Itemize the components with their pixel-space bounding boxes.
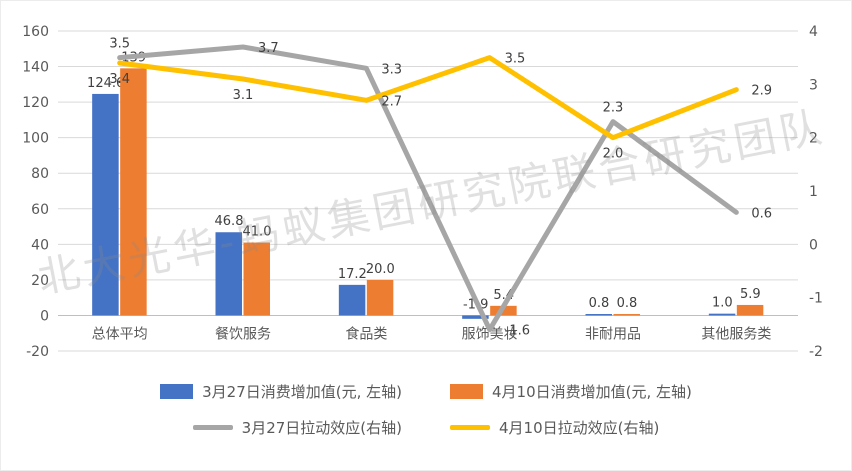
line-series bbox=[117, 44, 739, 333]
right-axis-tick: 3 bbox=[809, 77, 818, 93]
legend-label-apr10-line: 4月10日拉动效应(右轴) bbox=[499, 419, 660, 437]
bar-data-label: 46.8 bbox=[215, 214, 244, 229]
bar-data-label: 1.0 bbox=[712, 296, 733, 311]
bar-data-label: 5.9 bbox=[740, 287, 761, 302]
left-axis-tick: 0 bbox=[40, 308, 49, 324]
category-label: 其他服务类 bbox=[701, 326, 771, 342]
bar bbox=[736, 304, 764, 316]
left-axis-tick: 160 bbox=[22, 24, 49, 40]
legend-row-bars: 3月27日消费增加值(元, 左轴) 4月10日消费增加值(元, 左轴) bbox=[160, 381, 692, 402]
line-data-label: -1.6 bbox=[505, 324, 530, 339]
right-axis-tick: -2 bbox=[809, 344, 823, 360]
line-data-label: 0.6 bbox=[751, 206, 772, 221]
category-label: 餐饮服务 bbox=[215, 326, 271, 342]
bar-data-label: 20.0 bbox=[366, 262, 395, 277]
right-axis-tick: 4 bbox=[809, 24, 818, 40]
bar-data-label: 0.8 bbox=[589, 296, 610, 311]
yellow-line-swatch-icon bbox=[450, 425, 490, 430]
line-data-label: 3.3 bbox=[381, 62, 402, 77]
line-data-label: 3.7 bbox=[258, 41, 279, 56]
bar bbox=[613, 314, 640, 316]
watermark-text: 北大光华-蚂蚁集团研究院联合研究团队 bbox=[34, 102, 830, 303]
bar bbox=[366, 279, 394, 316]
bar bbox=[462, 315, 489, 319]
legend-row-lines: 3月27日拉动效应(右轴) 4月10日拉动效应(右轴) bbox=[192, 417, 659, 438]
line-data-label: 2.3 bbox=[603, 101, 624, 116]
combo-chart-canvas: 160 140 120 100 80 60 40 20 0 -20 4 3 2 1 0 -1 -2 总体平均 餐饮服… bbox=[22, 24, 830, 360]
legend-item-mar27-bars: 3月27日消费增加值(元, 左轴) bbox=[160, 381, 402, 402]
legend-label-mar27-bars: 3月27日消费增加值(元, 左轴) bbox=[202, 383, 402, 401]
line-data-label: 2.9 bbox=[751, 84, 772, 99]
bar bbox=[338, 284, 366, 316]
orange-bar-swatch-icon bbox=[450, 384, 483, 399]
bar-data-label: 0.8 bbox=[617, 296, 638, 311]
bar bbox=[120, 68, 147, 316]
left-axis-tick: 120 bbox=[22, 95, 49, 111]
line-data-label: 2.0 bbox=[603, 147, 624, 162]
right-axis-tick: 2 bbox=[809, 131, 818, 147]
bar bbox=[243, 242, 270, 316]
line-data-label: 3.5 bbox=[505, 52, 526, 67]
legend-label-mar27-line: 3月27日拉动效应(右轴) bbox=[241, 419, 402, 437]
legend-item-mar27-line: 3月27日拉动效应(右轴) bbox=[192, 417, 402, 438]
legend: 3月27日消费增加值(元, 左轴) 4月10日消费增加值(元, 左轴) 3月27… bbox=[1, 367, 851, 438]
category-label: 食品类 bbox=[345, 325, 387, 342]
category-label: 服饰美妆 bbox=[462, 326, 518, 342]
left-axis-tick: 140 bbox=[22, 60, 49, 76]
left-axis-tick: 100 bbox=[22, 131, 49, 147]
line-data-label: 2.7 bbox=[381, 94, 402, 109]
bar-data-label: 41.0 bbox=[243, 225, 272, 240]
line-data-label: 3.5 bbox=[109, 37, 130, 52]
gray-line-swatch-icon bbox=[192, 425, 233, 430]
legend-item-apr10-bars: 4月10日消费增加值(元, 左轴) bbox=[450, 381, 692, 402]
bar bbox=[215, 232, 242, 316]
legend-label-apr10-bars: 4月10日消费增加值(元, 左轴) bbox=[492, 383, 692, 401]
line-data-label: 3.1 bbox=[233, 88, 254, 103]
blue-bar-swatch-icon bbox=[160, 384, 194, 399]
left-axis-tick: 80 bbox=[31, 166, 49, 182]
category-label: 非耐用品 bbox=[585, 326, 641, 342]
category-label: 总体平均 bbox=[92, 326, 148, 342]
left-axis-tick: 20 bbox=[31, 273, 49, 289]
legend-item-apr10-line: 4月10日拉动效应(右轴) bbox=[450, 417, 659, 438]
right-axis-tick: 0 bbox=[809, 237, 818, 253]
right-axis-tick: -1 bbox=[809, 291, 823, 307]
bar bbox=[92, 93, 119, 316]
line-data-label: 3.4 bbox=[109, 72, 130, 87]
left-axis-tick: 60 bbox=[31, 202, 49, 218]
bar-data-label: 124.6 bbox=[87, 76, 124, 91]
right-axis-tick: 1 bbox=[809, 184, 818, 200]
line-series bbox=[117, 55, 739, 141]
bar bbox=[585, 314, 612, 316]
bar bbox=[708, 313, 736, 316]
left-axis-tick: 40 bbox=[31, 237, 49, 253]
left-axis-tick: -20 bbox=[26, 344, 49, 360]
bar-data-label: 17.2 bbox=[338, 267, 367, 282]
